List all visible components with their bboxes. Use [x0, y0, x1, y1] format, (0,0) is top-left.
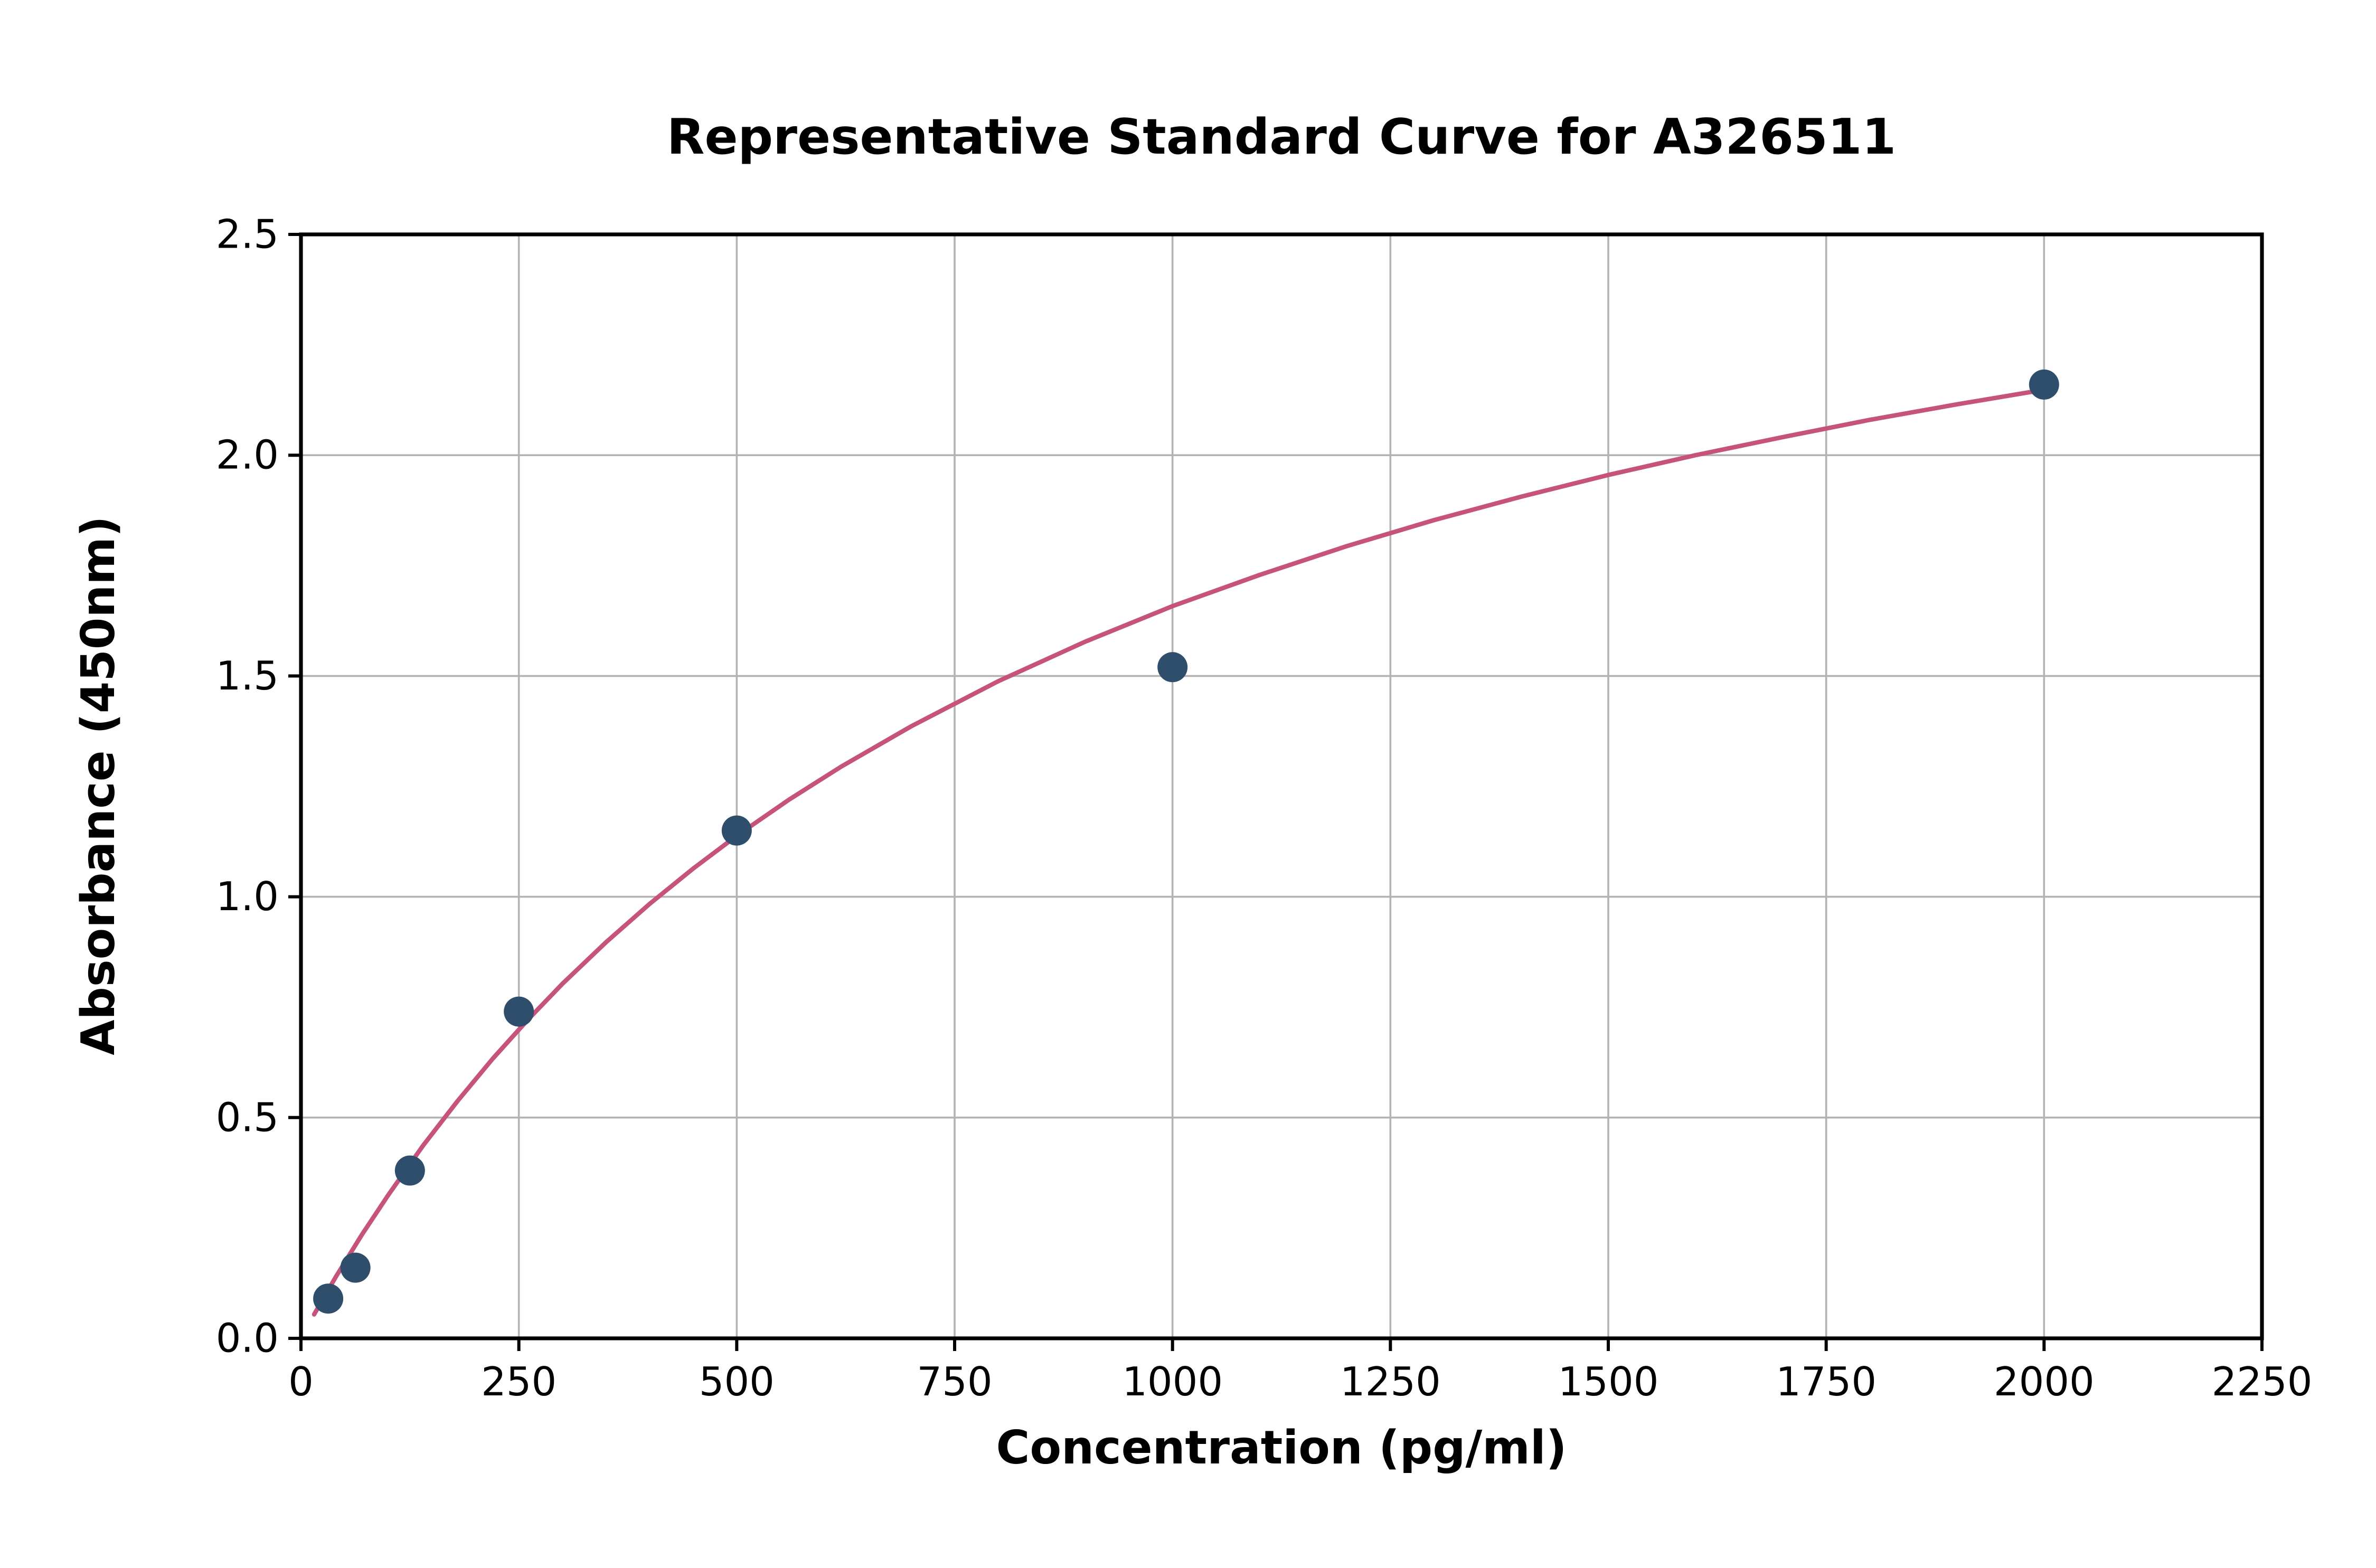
grid-layer [300, 233, 2263, 1339]
x-tick-label: 250 [481, 1358, 557, 1405]
x-tick-label: 2250 [2212, 1358, 2313, 1405]
y-tick-label: 0.5 [216, 1094, 279, 1140]
y-axis-label: Absorbance (450nm) [71, 516, 125, 1055]
y-tick-label: 1.5 [216, 653, 279, 699]
points-layer [313, 369, 2059, 1314]
x-tick-label: 2000 [1994, 1358, 2095, 1405]
data-point [2029, 369, 2059, 400]
data-point [1157, 652, 1188, 683]
x-tick-label: 1500 [1558, 1358, 1659, 1405]
data-point [340, 1252, 371, 1283]
x-axis-label: Concentration (pg/ml) [996, 1421, 1567, 1475]
data-point [394, 1155, 425, 1186]
x-tick-label: 500 [699, 1358, 775, 1405]
y-tick-label: 2.0 [216, 432, 279, 478]
ticks-layer: 0 250 500 750 1000 1250 1500 1750 2000 2250 0.0 0.5… [216, 211, 2313, 1405]
y-tick-label: 1.0 [216, 873, 279, 920]
curve-layer [312, 388, 2047, 1317]
y-tick-label: 0.0 [216, 1315, 279, 1362]
data-point [721, 815, 752, 846]
data-point [313, 1283, 344, 1314]
y-tick-label: 2.5 [216, 211, 279, 258]
x-tick-label: 1750 [1776, 1358, 1877, 1405]
plot-frame [299, 232, 2264, 1340]
x-tick-label: 1000 [1122, 1358, 1223, 1405]
x-tick-label: 750 [917, 1358, 992, 1405]
data-point [504, 996, 534, 1027]
fit-curve-line [312, 388, 2047, 1317]
frame-layer [299, 232, 2264, 1340]
x-tick-label: 0 [288, 1358, 314, 1405]
chart-title: Representative Standard Curve for A32651… [667, 108, 1896, 165]
x-tick-label: 1250 [1340, 1358, 1441, 1405]
